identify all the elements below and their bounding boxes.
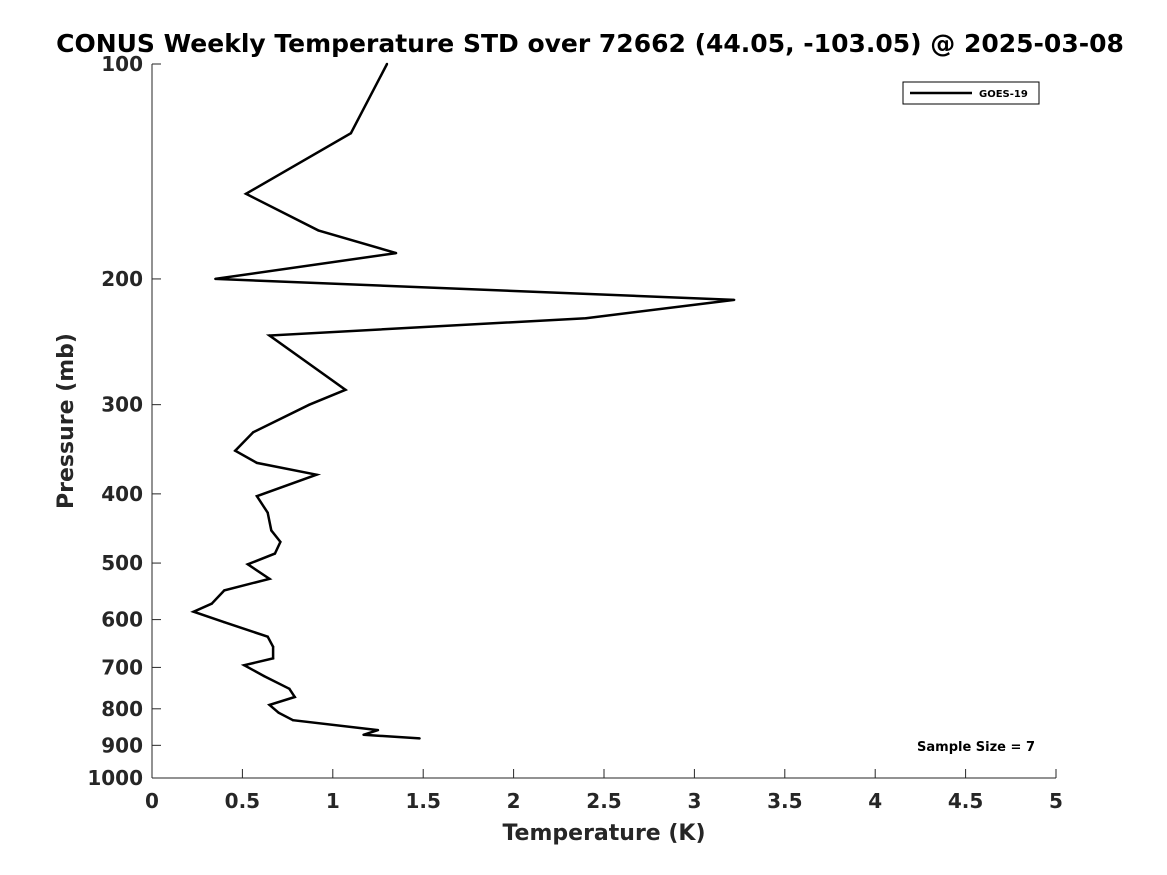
data-point bbox=[244, 192, 248, 195]
y-axis-label: Pressure (mb) bbox=[54, 333, 79, 509]
y-tick-label: 1000 bbox=[87, 766, 143, 790]
data-point bbox=[262, 674, 266, 678]
data-point bbox=[246, 563, 249, 566]
data-point bbox=[268, 334, 271, 337]
x-tick-label: 2 bbox=[507, 789, 521, 813]
data-point bbox=[270, 529, 273, 532]
data-point bbox=[192, 610, 195, 613]
data-point bbox=[317, 229, 320, 232]
data-point bbox=[344, 388, 347, 391]
data-point bbox=[273, 552, 277, 555]
x-axis-ticks: 0 0.5 1 1.5 2 2.5 3 3.5 4 4.5 5 bbox=[145, 769, 1063, 813]
data-point bbox=[584, 317, 588, 320]
data-point bbox=[268, 703, 271, 707]
legend: GOES-19 bbox=[902, 81, 1040, 105]
data-point bbox=[349, 132, 353, 135]
y-tick-label: 700 bbox=[101, 655, 143, 679]
x-tick-label: 1 bbox=[326, 789, 340, 813]
data-point bbox=[223, 621, 226, 624]
data-point bbox=[308, 403, 311, 406]
x-tick-label: 4.5 bbox=[948, 789, 983, 813]
data-point bbox=[266, 635, 269, 638]
data-point bbox=[288, 687, 291, 690]
x-axis-label: Temperature (K) bbox=[502, 821, 705, 846]
data-point bbox=[255, 461, 259, 465]
data-point bbox=[315, 473, 318, 476]
data-point bbox=[418, 737, 421, 740]
y-tick-label: 900 bbox=[101, 733, 143, 757]
x-tick-label: 0 bbox=[145, 789, 159, 813]
data-point bbox=[394, 251, 398, 255]
y-tick-label: 300 bbox=[101, 393, 143, 417]
data-point bbox=[291, 719, 295, 722]
x-tick-label: 3 bbox=[687, 789, 701, 813]
data-point bbox=[277, 711, 280, 714]
chart-title: CONUS Weekly Temperature STD over 72662 … bbox=[56, 29, 1124, 58]
data-point bbox=[255, 495, 259, 498]
data-point bbox=[385, 62, 389, 66]
data-point bbox=[252, 431, 255, 434]
x-tick-label: 2.5 bbox=[586, 789, 621, 813]
y-tick-label: 100 bbox=[101, 52, 143, 76]
x-tick-label: 0.5 bbox=[225, 789, 260, 813]
sample-size-annotation: Sample Size = 7 bbox=[917, 740, 1035, 755]
data-point bbox=[243, 664, 246, 667]
data-point bbox=[271, 657, 275, 660]
data-point bbox=[733, 298, 736, 302]
data-point bbox=[293, 695, 296, 699]
x-tick-label: 4 bbox=[868, 789, 882, 813]
y-axis-ticks: 100 200 300 400 500 600 700 800 900 1000 bbox=[87, 52, 161, 790]
data-point bbox=[271, 645, 275, 648]
data-point bbox=[234, 449, 237, 452]
legend-label-goes-19: GOES-19 bbox=[979, 89, 1028, 100]
data-point bbox=[279, 540, 282, 544]
x-tick-label: 3.5 bbox=[767, 789, 802, 813]
data-point bbox=[376, 728, 380, 732]
data-point bbox=[223, 589, 226, 592]
x-tick-label: 5 bbox=[1049, 789, 1063, 813]
y-tick-label: 600 bbox=[101, 608, 143, 632]
data-point bbox=[210, 602, 213, 605]
y-tick-label: 800 bbox=[101, 697, 143, 721]
data-point bbox=[214, 277, 217, 281]
x-tick-label: 1.5 bbox=[405, 789, 440, 813]
data-point bbox=[266, 511, 269, 514]
data-point bbox=[362, 733, 365, 736]
y-tick-label: 500 bbox=[101, 551, 143, 575]
series-layer bbox=[190, 62, 736, 740]
y-tick-label: 200 bbox=[101, 267, 143, 291]
y-tick-label: 400 bbox=[101, 482, 143, 506]
data-point bbox=[268, 577, 271, 580]
